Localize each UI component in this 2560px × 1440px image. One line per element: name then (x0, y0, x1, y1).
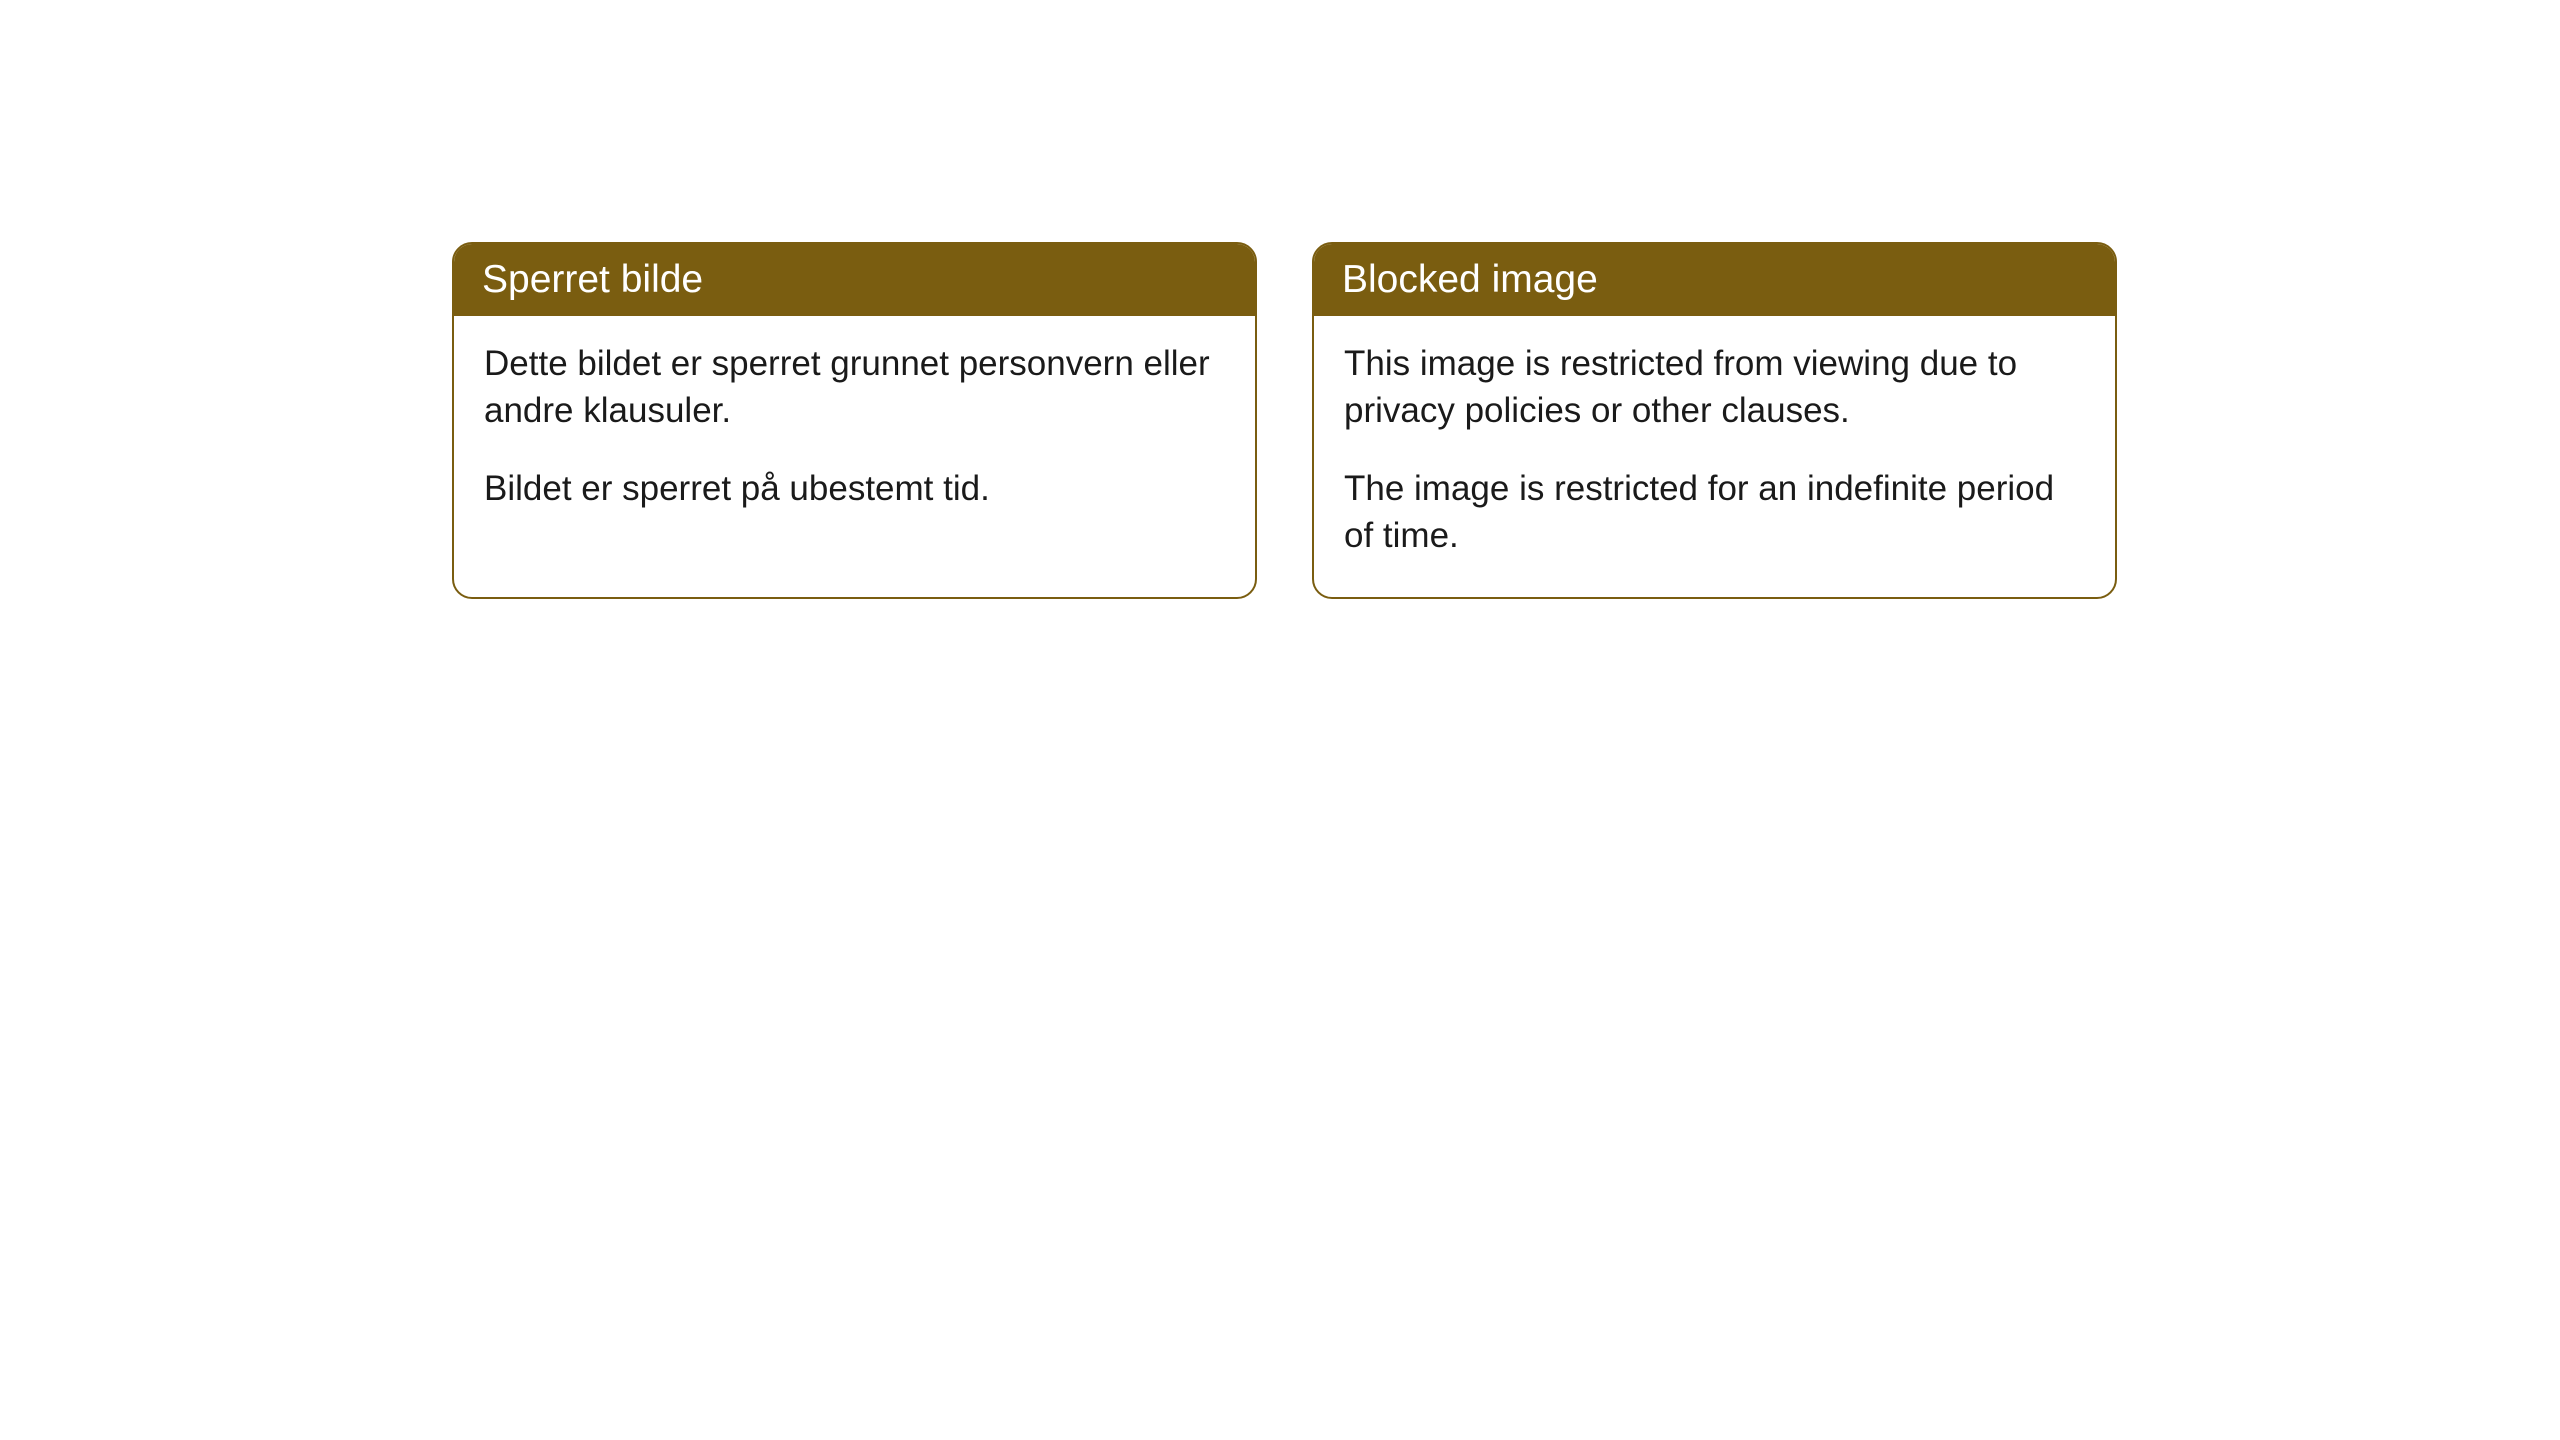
card-paragraph: Bildet er sperret på ubestemt tid. (484, 465, 1225, 512)
notice-card-norwegian: Sperret bilde Dette bildet er sperret gr… (452, 242, 1257, 599)
card-header: Blocked image (1314, 244, 2115, 316)
card-paragraph: This image is restricted from viewing du… (1344, 340, 2085, 435)
notice-container: Sperret bilde Dette bildet er sperret gr… (452, 242, 2117, 599)
card-title: Sperret bilde (482, 258, 703, 301)
card-header: Sperret bilde (454, 244, 1255, 316)
notice-card-english: Blocked image This image is restricted f… (1312, 242, 2117, 599)
card-paragraph: The image is restricted for an indefinit… (1344, 465, 2085, 560)
card-paragraph: Dette bildet er sperret grunnet personve… (484, 340, 1225, 435)
card-title: Blocked image (1342, 258, 1598, 301)
card-body: Dette bildet er sperret grunnet personve… (454, 316, 1255, 550)
card-body: This image is restricted from viewing du… (1314, 316, 2115, 597)
